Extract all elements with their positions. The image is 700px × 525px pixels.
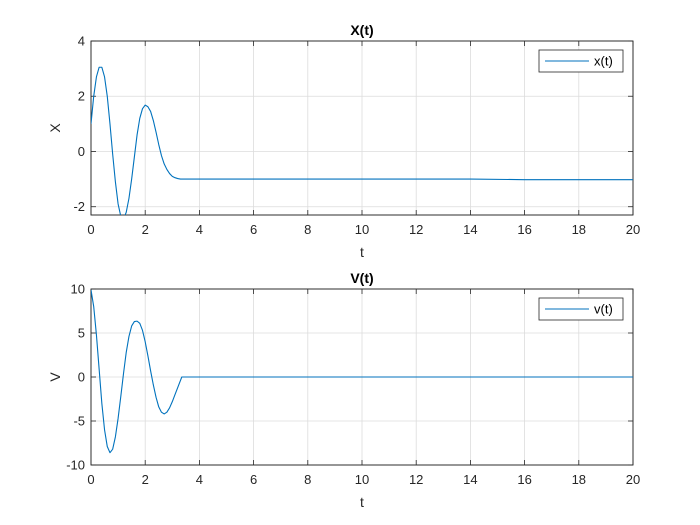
v-plot-ytick-label-3: 5 — [78, 326, 85, 341]
x-plot-xtick-label-6: 12 — [409, 222, 423, 237]
v-plot-xtick-label-10: 20 — [626, 472, 640, 487]
x-plot-xtick-label-10: 20 — [626, 222, 640, 237]
v-plot-ytick-label-4: 10 — [71, 282, 85, 297]
x-plot-xtick-label-1: 2 — [142, 222, 149, 237]
v-plot-xtick-label-7: 14 — [463, 472, 477, 487]
x-plot-xtick-label-4: 8 — [304, 222, 311, 237]
v-plot: 0 2 4 6 8 10 12 14 16 18 20 -10 -5 0 5 10 V(t) t Vv(t) — [47, 270, 640, 510]
x-plot-ytick-label-1: 0 — [78, 144, 85, 159]
x-plot-xtick-label-0: 0 — [87, 222, 94, 237]
x-plot-ylabel: X — [47, 123, 63, 133]
v-plot-xtick-label-3: 6 — [250, 472, 257, 487]
v-plot-xtick-label-0: 0 — [87, 472, 94, 487]
x-plot-ytick-label-3: 4 — [78, 34, 85, 49]
v-plot-legend-label-0: v(t) — [594, 302, 613, 317]
v-plot-xtick-label-9: 18 — [572, 472, 586, 487]
x-plot-series-0 — [91, 66, 633, 215]
v-plot-xtick-label-8: 16 — [517, 472, 531, 487]
x-plot-xtick-label-9: 18 — [572, 222, 586, 237]
x-plot-legend-label-0: x(t) — [594, 54, 613, 69]
x-plot-xtick-label-2: 4 — [196, 222, 203, 237]
v-plot-xlabel: t — [360, 494, 364, 510]
v-plot-ytick-label-0: -10 — [66, 458, 85, 473]
v-plot-xtick-label-1: 2 — [142, 472, 149, 487]
v-plot-ytick-label-1: -5 — [73, 414, 85, 429]
x-plot-xtick-label-7: 14 — [463, 222, 477, 237]
v-plot-title: V(t) — [350, 270, 373, 286]
x-plot-ytick-label-0: -2 — [73, 199, 85, 214]
v-plot-xtick-label-6: 12 — [409, 472, 423, 487]
x-plot-xtick-label-8: 16 — [517, 222, 531, 237]
v-plot-xtick-label-5: 10 — [355, 472, 369, 487]
x-plot-xtick-label-3: 6 — [250, 222, 257, 237]
v-plot-xtick-label-4: 8 — [304, 472, 311, 487]
x-plot-ytick-label-2: 2 — [78, 89, 85, 104]
v-plot-ylabel: V — [47, 372, 63, 382]
x-plot-xlabel: t — [360, 244, 364, 260]
x-plot-title: X(t) — [350, 22, 373, 38]
v-plot-xtick-label-2: 4 — [196, 472, 203, 487]
v-plot-series-0 — [91, 289, 633, 454]
x-plot-xtick-label-5: 10 — [355, 222, 369, 237]
v-plot-ytick-label-2: 0 — [78, 370, 85, 385]
